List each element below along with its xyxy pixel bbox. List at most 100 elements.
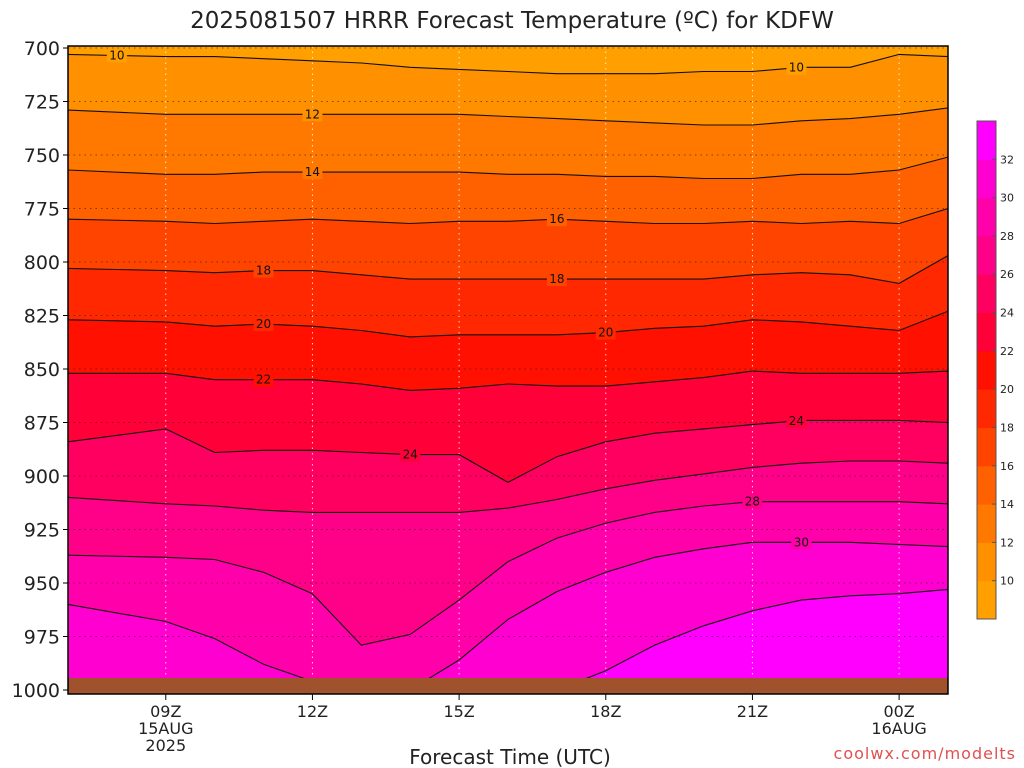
isotherm-label-bg-12-0	[302, 107, 323, 122]
plot-frame	[67, 45, 949, 695]
isotherm-label-bg-14-0	[302, 165, 323, 180]
y-tick-label-825: 825	[24, 306, 60, 328]
colorbar-segment-11	[977, 159, 996, 199]
y-tick-label-800: 800	[24, 252, 60, 274]
isotherm-28	[68, 501, 948, 646]
colorbar-segment-7	[977, 312, 996, 352]
isotherm-label-10-0: 10	[109, 48, 124, 62]
colorbar-tick-label-20: 20	[1000, 383, 1014, 396]
x-tick-label-12Z-0: 12Z	[297, 702, 328, 721]
band-24	[68, 420, 948, 513]
band-30	[68, 542, 948, 690]
isotherm-12	[68, 107, 948, 126]
isotherm-label-bg-28-0	[742, 494, 763, 509]
colorbar-frame	[976, 120, 997, 620]
isotherm-16	[68, 207, 948, 225]
colorbar-segment-1	[977, 542, 996, 582]
isotherm-10	[68, 53, 948, 75]
isotherm-label-24-0: 24	[403, 448, 418, 462]
isotherm-label-22-0: 22	[256, 373, 271, 387]
x-axis-label: Forecast Time (UTC)	[409, 745, 611, 768]
isotherm-label-24-1: 24	[789, 414, 804, 428]
y-tick-label-900: 900	[24, 466, 60, 488]
y-tick-label-750: 750	[24, 145, 60, 167]
band-26	[68, 461, 948, 646]
isotherm-label-bg-10-0	[106, 48, 127, 63]
y-tick-label-950: 950	[24, 573, 60, 595]
colorbar-segment-5	[977, 389, 996, 428]
y-tick-label-700: 700	[24, 38, 60, 60]
isotherm-label-bg-22-0	[253, 372, 274, 387]
colorbar-segment-12	[977, 121, 996, 160]
isotherm-label-16-0: 16	[549, 212, 564, 226]
colorbar-segment-0	[977, 580, 996, 620]
y-axis: 700 725 750 775 800 825 850 875 900 925 950 975 1000	[12, 38, 68, 702]
colorbar-segment-6	[977, 350, 996, 390]
colorbar-tick-label-26: 26	[1000, 268, 1014, 281]
colorbar-segment-2	[977, 504, 996, 543]
x-tick-label-09Z-2: 2025	[145, 736, 186, 755]
plot-area: 10 10 12 14 16 18 18 20 20 22 24 24 28 30	[68, 46, 948, 694]
colorbar-tick-label-24: 24	[1000, 307, 1014, 320]
isotherm-label-14-0: 14	[305, 165, 320, 179]
x-tick-label-00Z-1: 16AUG	[871, 719, 926, 738]
isotherm-labels: 10 10 12 14 16 18 18 20 20 22 24 24 28 30	[106, 48, 812, 550]
colorbar-segment-4	[977, 427, 996, 467]
band-18	[68, 255, 948, 337]
isotherm-label-bg-16-0	[546, 212, 567, 227]
isotherm-24	[68, 419, 948, 484]
band-22	[68, 371, 948, 483]
ground-surface	[68, 678, 948, 694]
x-tick-label-00Z-0: 00Z	[883, 702, 914, 721]
colorbar-tick-label-28: 28	[1000, 230, 1014, 243]
colorbar-tick-label-30: 30	[1000, 192, 1014, 205]
x-tick-label-09Z-0: 09Z	[150, 702, 181, 721]
credit-text: coolwx.com/modelts	[834, 744, 1016, 763]
colorbar-tick-label-12: 12	[1000, 536, 1014, 549]
isotherm-label-18-1: 18	[549, 272, 564, 286]
y-tick-label-725: 725	[24, 92, 60, 114]
colorbar-segment-9	[977, 235, 996, 275]
isotherm-label-30-0: 30	[794, 535, 809, 549]
isotherm-label-10-1: 10	[789, 61, 804, 75]
y-tick-label-1000: 1000	[12, 680, 60, 702]
band-16	[68, 208, 948, 284]
isotherm-label-bg-20-0	[253, 317, 274, 332]
y-tick-label-925: 925	[24, 520, 60, 542]
colorbar: 10 12 14 16 18 20 22 24 26 28 30 32	[976, 120, 1014, 620]
band-14	[68, 157, 948, 224]
colorbar-segment-3	[977, 465, 996, 505]
temperature-bands	[68, 46, 948, 694]
isotherm-14	[68, 156, 948, 180]
band-20	[68, 311, 948, 391]
band-28	[68, 501, 948, 690]
isotherm-label-20-1: 20	[598, 326, 613, 340]
chart-title: 2025081507 HRRR Forecast Temperature (ºC…	[190, 8, 834, 34]
y-tick-label-875: 875	[24, 413, 60, 435]
isotherm-label-18-0: 18	[256, 264, 271, 278]
band-below-10	[68, 46, 948, 74]
band-32	[68, 589, 948, 694]
isotherm-label-12-0: 12	[305, 107, 320, 121]
isotherm-label-bg-24-0	[400, 447, 421, 462]
isotherm-label-28-0: 28	[745, 495, 760, 509]
isotherm-label-bg-18-0	[253, 263, 274, 278]
isotherm-label-bg-20-1	[595, 325, 616, 340]
isotherm-label-bg-24-1	[786, 413, 807, 428]
colorbar-tick-label-22: 22	[1000, 345, 1014, 358]
y-tick-label-975: 975	[24, 627, 60, 649]
colorbar-tick-label-14: 14	[1000, 498, 1014, 511]
isotherm-label-bg-18-1	[546, 272, 567, 287]
x-tick-label-09Z-1: 15AUG	[138, 719, 193, 738]
y-tick-label-775: 775	[24, 199, 60, 221]
isotherm-label-20-0: 20	[256, 317, 271, 331]
colorbar-segment-10	[977, 197, 996, 237]
colorbar-segment-8	[977, 274, 996, 314]
x-tick-label-21Z-0: 21Z	[737, 702, 768, 721]
colorbar-tick-label-18: 18	[1000, 421, 1014, 434]
colorbar-tick-label-32: 32	[1000, 153, 1014, 166]
isotherm-26	[68, 460, 948, 513]
colorbar-tick-label-10: 10	[1000, 575, 1014, 588]
